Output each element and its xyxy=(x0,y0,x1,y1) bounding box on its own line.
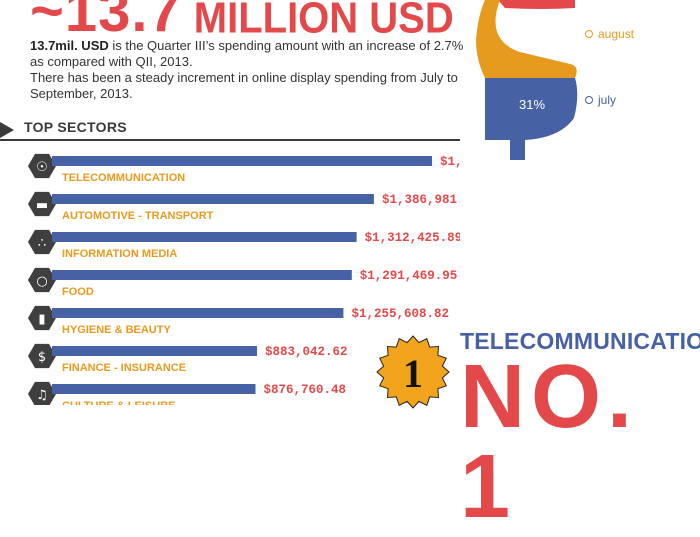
sector-glyph: ▮ xyxy=(38,312,45,327)
sector-category-label: INFORMATION MEDIA xyxy=(62,248,177,260)
legend-august-marker xyxy=(585,30,593,38)
sector-value-label: $1,312,425.89 xyxy=(365,231,460,245)
guitar-icon xyxy=(28,381,56,405)
sector-value-label: $1,255,608.82 xyxy=(351,307,449,321)
legend-august-label: august xyxy=(598,27,635,41)
sector-glyph: ○ xyxy=(36,274,47,289)
sector-category-label: CULTURE & LEISURE xyxy=(62,400,175,405)
dollar-slice-july xyxy=(485,78,578,160)
sector-value-label: $1,637,116.62 xyxy=(440,155,460,169)
sector-bar xyxy=(52,308,344,318)
intro-bold: 13.7mil. USD xyxy=(30,38,109,53)
sector-category-label: AUTOMOTIVE - TRANSPORT xyxy=(62,210,214,222)
rank-badge: 1 xyxy=(376,335,450,409)
sector-glyph: ∴ xyxy=(38,236,46,251)
sector-glyph: ☉ xyxy=(36,160,48,175)
sector-row: ▮ $1,255,608.82 HYGIENE & BEAUTY xyxy=(28,305,449,336)
legend-july-marker xyxy=(585,96,593,104)
sector-row: ♫ $876,760.48 CULTURE & LEISURE xyxy=(28,381,347,405)
sector-category-label: FINANCE - INSURANCE xyxy=(62,362,186,374)
satellite-dish-icon xyxy=(28,153,56,179)
sector-glyph: ♫ xyxy=(36,388,48,403)
intro-line1: is the Quarter III’s spending amount wit… xyxy=(108,38,464,53)
sector-category-label: FOOD xyxy=(62,286,94,298)
intro-line2: as compared with QII, 2013. xyxy=(30,54,193,69)
sectors-title: TOP SECTORS xyxy=(24,119,127,135)
sector-bar xyxy=(52,232,357,242)
dollar-pie-chart: 32% 31% xyxy=(476,0,578,160)
sector-row: $ $883,042.62 FINANCE - INSURANCE xyxy=(28,343,348,374)
top-sectors-chart: ☉ $1,637,116.62 TELECOMMUNICATION ▬ $1,386,9… xyxy=(28,153,460,405)
rank-big-text: NO. 1 xyxy=(460,347,639,537)
sector-value-label: $1,291,469.95 xyxy=(360,269,458,283)
rank-sector: TELECOMMUNICATION xyxy=(460,328,700,354)
sector-value-label: $883,042.62 xyxy=(265,345,348,359)
headline-amount: ~13.7 xyxy=(30,0,182,44)
sector-bar xyxy=(52,270,352,280)
headline-unit: MILLION USD xyxy=(193,0,454,43)
sector-bar xyxy=(52,156,432,166)
intro-line3: There has been a steady increment in onl… xyxy=(30,70,458,85)
intro-text: 13.7mil. USD is the Quarter III’s spendi… xyxy=(30,38,470,102)
headline: ~13.7 MILLION USD xyxy=(30,0,454,44)
dollar-july-label: 31% xyxy=(519,97,545,112)
dollar-august-label: 32% xyxy=(519,31,545,46)
header-arrow-icon xyxy=(0,122,14,138)
bottle-icon xyxy=(28,305,56,331)
sector-value-label: $1,386,981.40 xyxy=(382,193,460,207)
dollar-top-segment xyxy=(498,0,575,9)
sectors-header: TOP SECTORS xyxy=(0,118,460,141)
plate-icon xyxy=(28,267,56,293)
car-icon xyxy=(28,191,56,217)
share-icon xyxy=(28,229,56,255)
sector-value-label: $876,760.48 xyxy=(264,383,347,397)
sector-row: ○ $1,291,469.95 FOOD xyxy=(28,267,458,298)
sector-bar xyxy=(52,194,374,204)
sector-row: ☉ $1,637,116.62 TELECOMMUNICATION xyxy=(28,153,460,184)
sector-bar xyxy=(52,346,257,356)
sector-category-label: HYGIENE & BEAUTY xyxy=(62,324,171,336)
dollar-slice-august xyxy=(476,0,577,78)
sector-bar xyxy=(52,384,256,394)
intro-line4: September, 2013. xyxy=(30,86,133,101)
sector-row: ∴ $1,312,425.89 INFORMATION MEDIA xyxy=(28,229,460,260)
legend-july-label: july xyxy=(598,93,617,107)
header-rule xyxy=(0,139,460,141)
sector-glyph: $ xyxy=(38,350,46,365)
sector-category-label: TELECOMMUNICATION xyxy=(62,172,185,184)
rank-badge-number: 1 xyxy=(403,351,423,396)
sector-glyph: ▬ xyxy=(36,198,48,213)
money-bag-icon xyxy=(28,343,56,369)
sector-row: ▬ $1,386,981.40 AUTOMOTIVE - TRANSPORT xyxy=(28,191,460,222)
